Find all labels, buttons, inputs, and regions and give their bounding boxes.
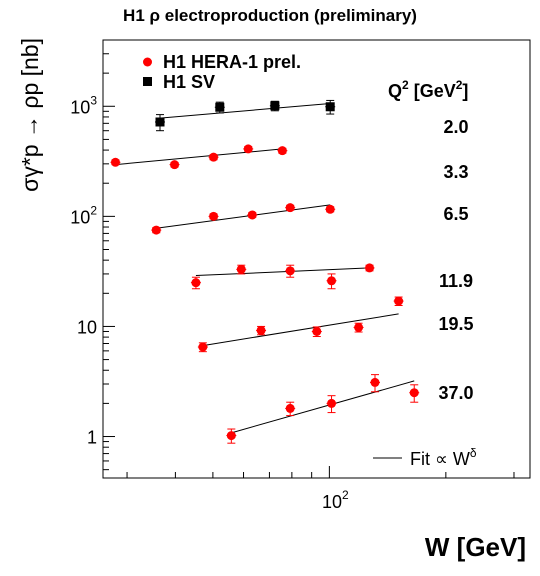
legend-label: H1 HERA-1 prel. <box>163 52 301 72</box>
q2-value-label: 37.0 <box>438 383 473 403</box>
fit-line <box>231 380 415 434</box>
data-point-circle <box>151 225 161 235</box>
data-point-circle <box>354 322 364 332</box>
data-point-circle <box>226 431 236 441</box>
q2-header-prefix: Q <box>388 81 402 101</box>
y-tick-label-exp: 2 <box>90 203 97 217</box>
data-point-circle <box>285 203 295 213</box>
y-axis-label: σγ*p → ρp [nb] <box>17 38 43 192</box>
data-point-circle <box>409 388 419 398</box>
data-point-circle <box>236 264 246 274</box>
data-point-circle <box>365 263 375 273</box>
data-point-circle <box>285 403 295 413</box>
q2-header-suffix: ] <box>462 81 468 101</box>
fit-legend-text: Fit ∝ W <box>410 449 470 469</box>
q2-value-label: 2.0 <box>443 117 468 137</box>
fit-line <box>195 267 370 277</box>
data-point-circle <box>325 204 335 214</box>
legend-marker-square <box>143 77 152 86</box>
legend: H1 HERA-1 prel.H1 SV Fit ∝ Wδ <box>143 52 477 469</box>
y-tick-label-exp: 3 <box>90 93 97 107</box>
data-point-circle <box>256 325 266 335</box>
legend-label: H1 SV <box>163 72 215 92</box>
y-tick-label: 1 <box>87 428 97 448</box>
data-point-square <box>270 101 280 111</box>
fit-line <box>159 102 331 119</box>
fit-lines <box>115 102 415 434</box>
x-axis-label: W [GeV] <box>425 532 526 562</box>
q2-header-mid: [GeV <box>409 81 456 101</box>
data-points <box>110 99 420 444</box>
data-point-circle <box>327 276 337 286</box>
q2-value-label: 11.9 <box>439 271 473 291</box>
fit-line <box>202 313 399 347</box>
data-point-circle <box>198 342 208 352</box>
data-point-circle <box>370 377 380 387</box>
data-point-circle <box>394 296 404 306</box>
fit-legend-sup: δ <box>470 446 477 460</box>
y-tick-label: 103 <box>70 93 97 117</box>
x-tick-label: 102 <box>322 488 349 512</box>
chart-title: H1 ρ electroproduction (preliminary) <box>123 6 417 25</box>
x-tick-label-exp: 2 <box>342 488 349 502</box>
y-tick-label: 10 <box>77 317 97 337</box>
fit-legend-label: Fit ∝ Wδ <box>410 446 477 469</box>
y-tick-label: 102 <box>70 203 97 227</box>
axes <box>102 39 531 479</box>
q2-value-label: 6.5 <box>443 204 468 224</box>
data-point-square <box>155 117 165 127</box>
q2-header-sup: 2 <box>402 78 409 92</box>
data-point-square <box>325 102 335 112</box>
data-point-circle <box>209 211 219 221</box>
data-point-circle <box>285 266 295 276</box>
fit-line <box>115 148 283 166</box>
q2-header-sup2: 2 <box>456 78 463 92</box>
fit-line <box>156 204 331 229</box>
y-tick-label-base: 1 <box>87 428 97 448</box>
q2-header: Q2 [GeV2] <box>388 78 468 101</box>
legend-marker-circle <box>143 57 152 67</box>
q2-value-label: 3.3 <box>443 162 468 182</box>
data-point-circle <box>312 326 322 336</box>
y-tick-label-base: 10 <box>70 97 90 117</box>
data-point-circle <box>243 144 253 154</box>
ticks <box>103 39 515 478</box>
x-tick-label-base: 10 <box>322 492 342 512</box>
y-tick-label-base: 10 <box>77 317 97 337</box>
data-point-circle <box>170 160 180 170</box>
data-point-circle <box>277 146 287 156</box>
data-point-circle <box>209 152 219 162</box>
data-point-circle <box>191 278 201 288</box>
data-point-square <box>215 102 225 112</box>
plot-frame <box>102 39 531 479</box>
data-point-circle <box>327 398 337 408</box>
data-point-circle <box>247 210 257 220</box>
q2-value-label: 19.5 <box>438 314 473 334</box>
y-tick-label-base: 10 <box>70 207 90 227</box>
data-point-circle <box>110 157 120 167</box>
